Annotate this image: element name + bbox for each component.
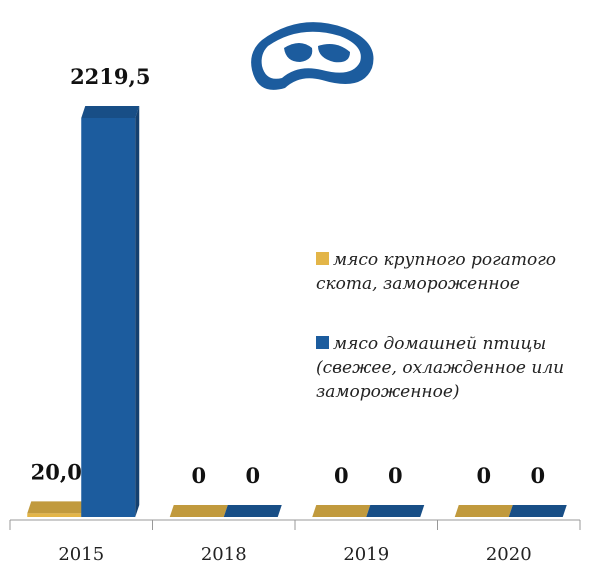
bar-face [366,505,425,517]
bar [312,505,371,517]
bar-face [169,505,228,517]
bar [27,501,86,517]
legend-item: мясо крупного рогатого скота, замороженн… [316,248,586,296]
bar [366,505,425,517]
value-label: 20,0 [31,459,82,484]
bar [169,505,228,517]
value-label: 2219,5 [70,64,150,89]
bar-face [27,513,82,517]
bar [454,505,513,517]
legend-item: мясо домашней птицы (свежее, охлажденное… [316,332,586,404]
legend-swatch [316,252,329,265]
bar [81,106,140,517]
bar [223,505,282,517]
value-label: 0 [476,463,491,488]
value-label: 0 [530,463,545,488]
bar-face [81,106,140,118]
legend-label: мясо крупного рогатого скота, замороженн… [316,250,557,294]
bar [508,505,567,517]
x-tick-label: 2019 [343,544,389,565]
legend-label: мясо домашней птицы (свежее, охлажденное… [316,334,565,402]
steak-icon [251,22,374,90]
x-tick-label: 2020 [486,544,532,565]
value-label: 0 [388,463,403,488]
value-label: 0 [334,463,349,488]
x-tick-label: 2018 [201,544,247,565]
x-tick-label: 2015 [58,544,104,565]
bar-face [81,118,136,517]
bar-face [27,501,86,514]
legend-swatch [316,336,329,349]
value-label: 0 [191,463,206,488]
bar-face [508,505,567,517]
bar-face [135,106,140,517]
bar-face [223,505,282,517]
value-label: 0 [245,463,260,488]
bar-face [312,505,371,517]
bar-face [454,505,513,517]
